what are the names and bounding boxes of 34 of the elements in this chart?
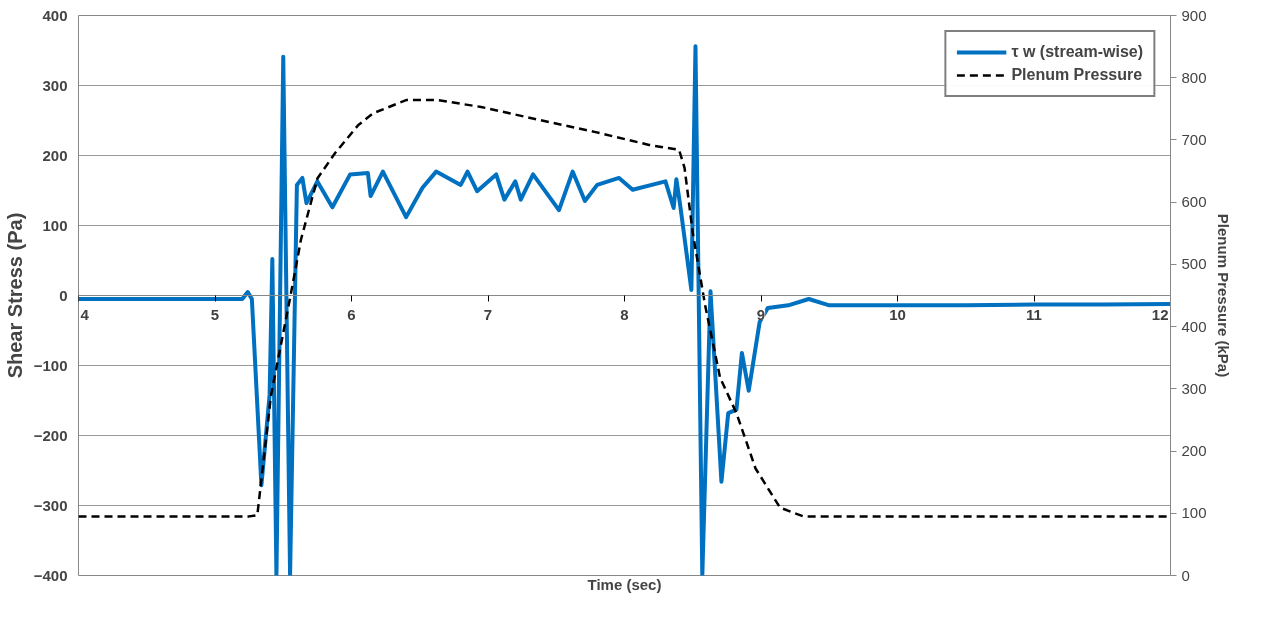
- y2-tick-label: 800: [1181, 68, 1207, 86]
- y2-tick-label: 600: [1181, 193, 1207, 211]
- x-tick-label: 6: [347, 305, 356, 323]
- x-tick-label: 11: [1026, 305, 1042, 323]
- legend-label: τ w (stream-wise): [1011, 43, 1143, 61]
- y2-tick-label: 500: [1181, 255, 1207, 273]
- x-tick-label: 10: [889, 305, 906, 323]
- y-tick-label: −100: [33, 356, 68, 374]
- y-tick-label: −400: [33, 566, 68, 584]
- y-tick-label: 300: [42, 76, 68, 94]
- x-axis-title: Time (sec): [587, 575, 662, 593]
- legend-label: Plenum Pressure: [1011, 66, 1143, 84]
- y-tick-label: 100: [42, 216, 68, 234]
- y-tick-label: −200: [33, 426, 68, 444]
- y2-tick-label: 900: [1181, 6, 1207, 24]
- line-series: [78, 44, 1171, 576]
- y2-tick-label: 700: [1181, 130, 1207, 148]
- x-tick-label: 4: [80, 305, 90, 323]
- y2-tick-label: 0: [1181, 566, 1190, 584]
- y-tick-label: 400: [42, 6, 68, 24]
- y-tick-label: 200: [42, 146, 68, 164]
- x-tick-label: 9: [756, 305, 766, 323]
- y-tick-label: 0: [59, 286, 68, 304]
- y2-tick-label: 400: [1181, 317, 1207, 335]
- y2-axis-title: Plenum Pressure (kPa): [1214, 213, 1232, 378]
- y2-tick-label: 100: [1181, 504, 1207, 522]
- x-tick-label: 7: [483, 305, 493, 323]
- x-tick-label: 5: [210, 305, 220, 323]
- x-tick-label: 12: [1151, 305, 1169, 323]
- y-tick-label: −300: [33, 496, 68, 514]
- x-tick-label: 8: [620, 305, 629, 323]
- y-axis-title: Shear Stress (Pa): [3, 212, 26, 379]
- y2-tick-label: 300: [1181, 379, 1207, 397]
- y2-tick-label: 200: [1181, 442, 1207, 460]
